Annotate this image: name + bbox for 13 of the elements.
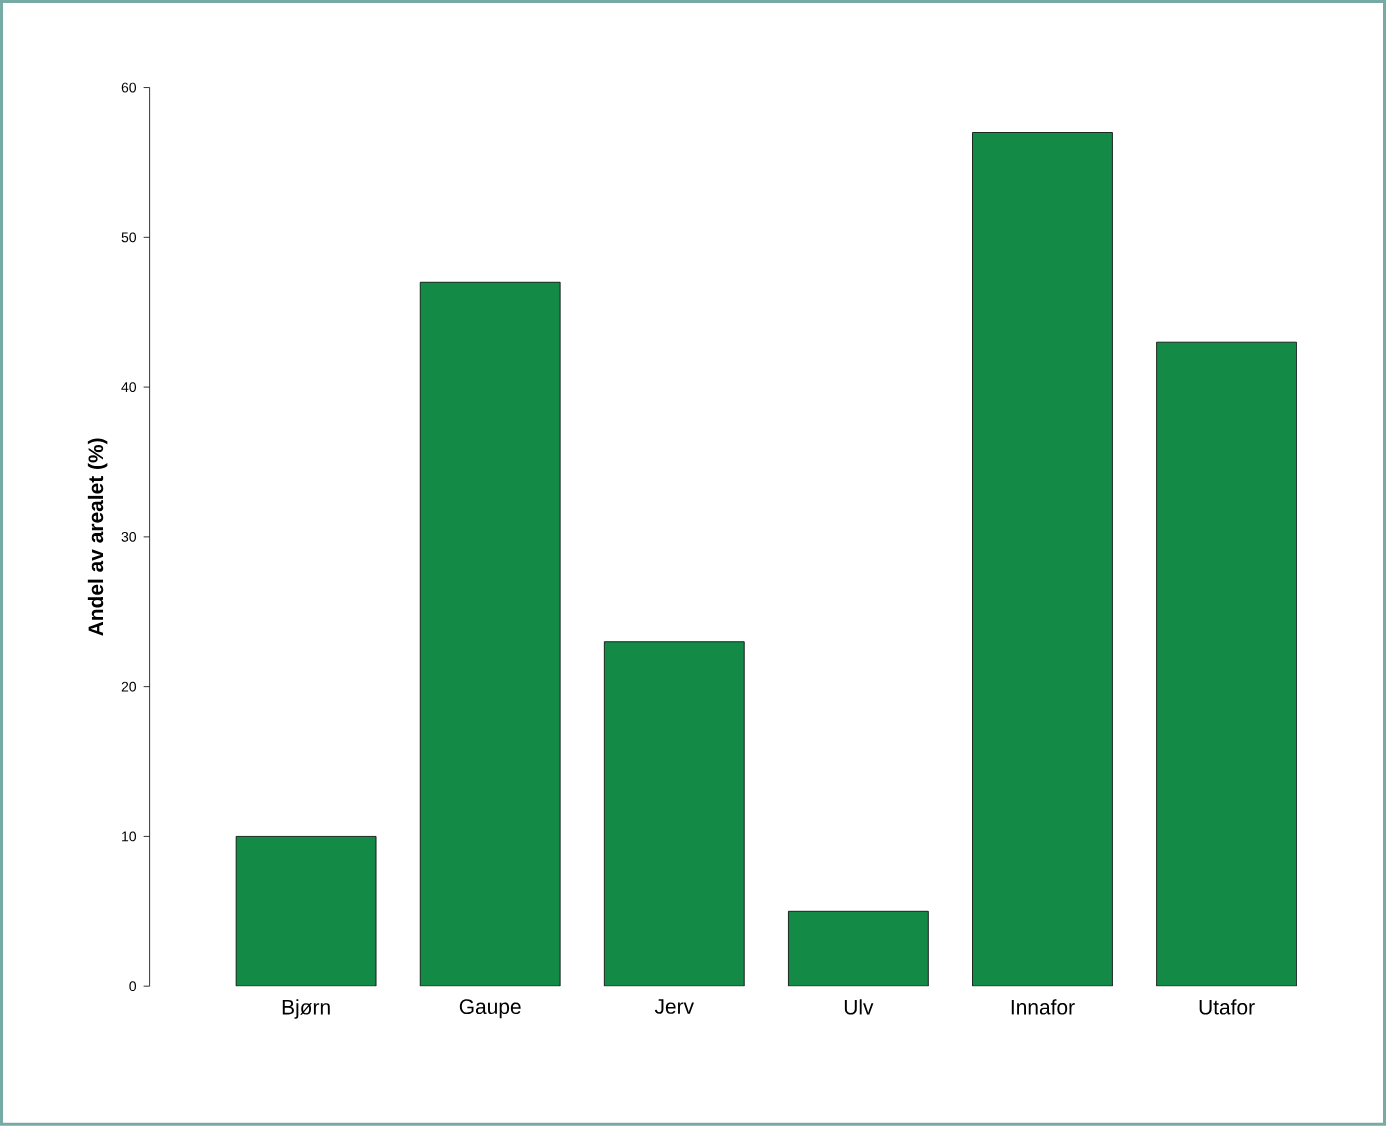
x-tick-label: Jerv (654, 999, 694, 1014)
bar (1156, 341, 1297, 987)
bar (788, 910, 929, 987)
x-tick-label: Ulv (844, 999, 874, 1015)
bar (972, 132, 1113, 987)
bar (235, 836, 377, 987)
x-tick-label: Bjørn (282, 999, 330, 1019)
x-tick-label: Gaupe (459, 999, 521, 1019)
bar (603, 641, 745, 987)
x-tick-label: Innafor (1011, 999, 1075, 1015)
bar (419, 281, 561, 987)
y-axis-title: Andel av arealet (%) (87, 438, 108, 636)
x-tick-label: Utafor (1199, 999, 1255, 1015)
